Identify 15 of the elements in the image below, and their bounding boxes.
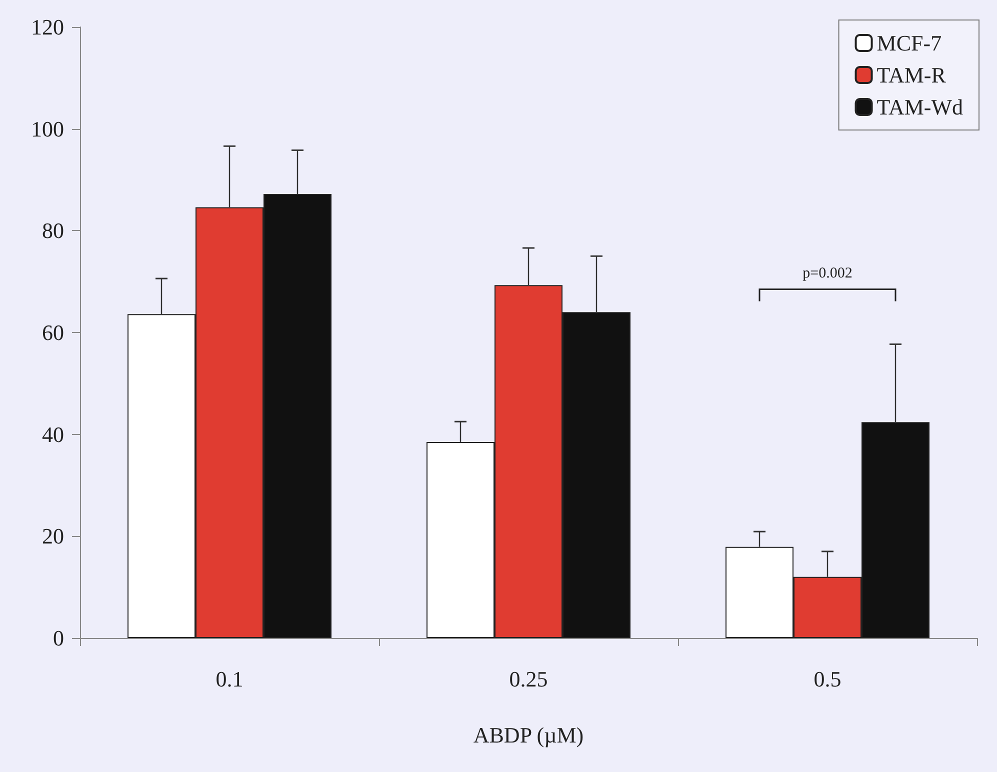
y-tick-label: 0 — [53, 626, 64, 650]
legend-label: MCF-7 — [876, 30, 942, 56]
x-tick-label: 0.1 — [216, 666, 244, 692]
y-tick-label: 80 — [42, 218, 64, 244]
y-tick-label: 20 — [42, 524, 64, 549]
x-axis-title: ABDP (µM) — [473, 722, 584, 748]
y-tick-label: 60 — [42, 320, 64, 345]
x-tick-label: 0.25 — [509, 666, 548, 692]
y-tick-label: 120 — [31, 14, 64, 40]
y-tick-label: 100 — [31, 116, 64, 142]
x-tick-label: 0.5 — [814, 666, 842, 692]
y-tick-label: 40 — [42, 422, 64, 447]
legend-label: TAM-R — [876, 62, 946, 88]
legend-label: TAM-Wd — [876, 94, 963, 120]
annotation: p=0.002 — [802, 266, 852, 282]
